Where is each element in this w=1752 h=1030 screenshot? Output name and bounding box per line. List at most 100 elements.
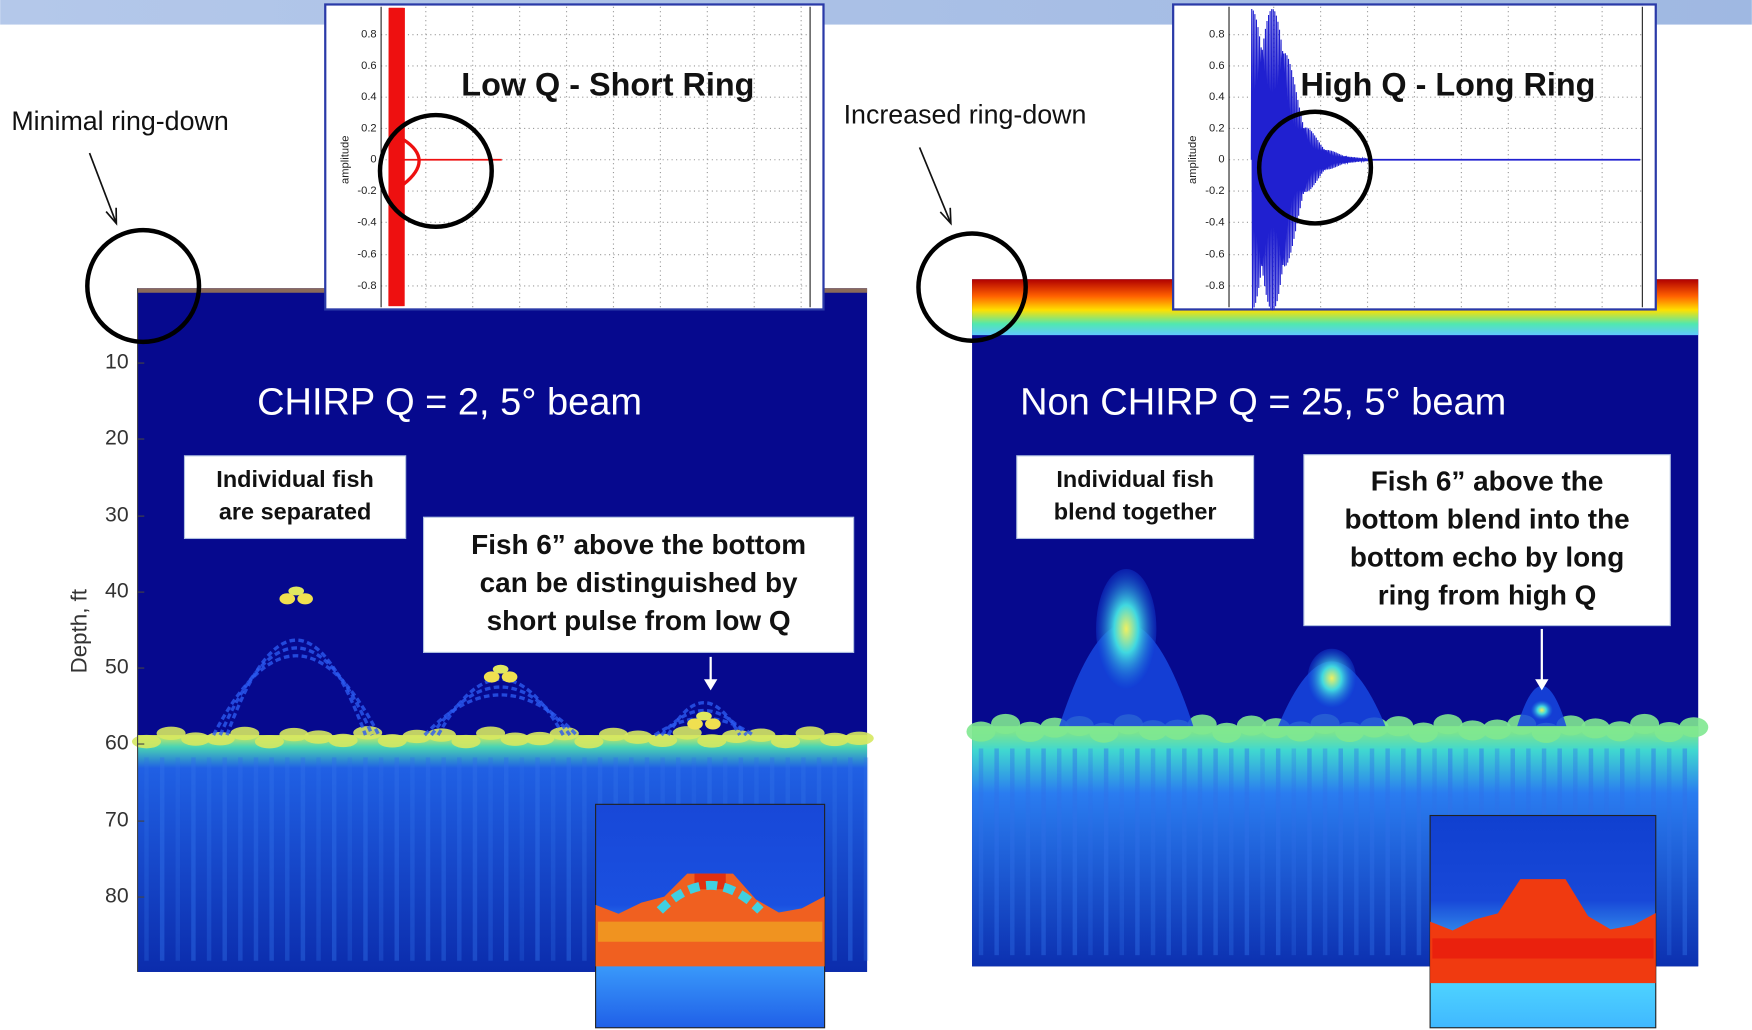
y-tick-label: 60	[105, 732, 129, 755]
noise-streak	[1182, 748, 1187, 956]
noise-streak	[1025, 748, 1031, 956]
echo-bump	[746, 728, 776, 742]
echo-bump	[1458, 720, 1488, 741]
zoom-echo	[595, 873, 825, 967]
y-tick-label: 50	[105, 656, 129, 679]
fish-arch	[212, 654, 381, 736]
noise-streak	[269, 757, 274, 961]
echo-bump	[598, 727, 628, 742]
fish-echo	[288, 586, 305, 596]
echo-bump	[991, 713, 1021, 734]
noise-streak	[1150, 748, 1156, 956]
echo-bump	[254, 734, 284, 749]
callout-text: bottom blend into the	[1344, 504, 1629, 535]
noise-streak	[1369, 748, 1375, 956]
fish-arch	[653, 716, 755, 737]
y-tick-label: 70	[105, 809, 129, 832]
noise-streak	[535, 757, 540, 961]
y-tick-label: -0.2	[1205, 185, 1224, 197]
noise-streak	[191, 757, 196, 961]
highlight-circle	[85, 227, 202, 345]
annotation-arrow	[88, 152, 118, 224]
panel-title: Non CHIRP Q = 25, 5° beam	[1020, 381, 1506, 423]
noise-streak	[457, 757, 462, 961]
noise-streak	[1244, 748, 1250, 956]
noise-streak	[1229, 748, 1234, 956]
y-axis-label: amplitude	[1187, 136, 1199, 184]
callout-box	[1016, 455, 1255, 540]
waveform-tail	[402, 138, 421, 186]
noise-streak	[863, 757, 869, 961]
echo-bump	[1187, 714, 1217, 735]
noise-streak	[1401, 748, 1406, 956]
noise-streak	[1275, 748, 1281, 956]
noise-streak	[159, 757, 165, 961]
noise-streak	[1041, 748, 1046, 956]
fish-echo	[1096, 568, 1157, 689]
noise-streak	[1103, 748, 1109, 956]
noise-streak	[1338, 748, 1343, 956]
inset-title: High Q - Long Ring	[1301, 67, 1596, 103]
noise-streak	[222, 757, 227, 961]
waveform	[1250, 8, 1369, 311]
echo-bump	[966, 721, 996, 742]
panel-title: CHIRP Q = 2, 5° beam	[257, 381, 642, 423]
y-tick-label: -0.2	[357, 185, 376, 197]
fish-arch	[225, 638, 368, 736]
noise-streak	[1010, 748, 1015, 956]
annotation: Minimal ring-down	[11, 106, 228, 136]
waveform-plot	[1172, 3, 1657, 311]
callout-box	[423, 516, 855, 653]
echo-bump	[1580, 718, 1610, 739]
noise-streak	[550, 757, 556, 961]
noise-streak	[300, 757, 306, 961]
y-axis-label: amplitude	[339, 136, 351, 184]
y-tick-label: 0.6	[361, 60, 377, 72]
noise-streak	[441, 757, 446, 961]
echo-bump	[770, 734, 801, 749]
echo-bump	[648, 733, 678, 748]
annotation-arrow	[918, 147, 952, 224]
y-tick-label: 80	[105, 885, 129, 908]
zoom-echo-core	[1432, 938, 1654, 959]
echo-bump	[1236, 715, 1266, 736]
fish-echo	[1530, 700, 1553, 720]
highlight-circle	[1256, 109, 1374, 226]
echo-bump	[1605, 721, 1635, 742]
echo-bump	[500, 732, 530, 746]
noise-streak	[410, 757, 415, 961]
pointer-head	[703, 679, 718, 691]
echo-bump	[1384, 716, 1414, 737]
echo-bump	[525, 731, 555, 746]
echo-bump	[1015, 721, 1045, 742]
echo-bump	[131, 734, 162, 749]
noise-streak	[144, 757, 149, 961]
y-tick-label: -0.8	[357, 280, 376, 292]
y-tick-label: 10	[105, 351, 129, 374]
echo-bump	[1335, 721, 1365, 743]
fish-echo	[705, 718, 721, 730]
fish-echo	[1307, 648, 1356, 708]
echo-bump	[230, 726, 260, 741]
fish-echo	[297, 593, 313, 605]
noise-streak	[582, 757, 587, 961]
noise-streak	[1682, 748, 1688, 956]
noise-streak	[978, 748, 984, 956]
callout-text: blend together	[1054, 499, 1217, 525]
noise-streak	[1666, 748, 1672, 956]
echo-bump	[1531, 722, 1561, 743]
echo-bump	[156, 726, 186, 740]
echo-bump	[795, 726, 825, 740]
echo-bump	[820, 732, 850, 747]
echo-bump	[377, 734, 407, 748]
callout-text: Individual fish	[216, 466, 374, 492]
noise-streak	[238, 757, 243, 961]
zoom-echo-core	[597, 921, 823, 942]
waveform-plot	[324, 3, 825, 311]
echo-bump	[1679, 717, 1709, 738]
noise-streak	[1213, 748, 1218, 956]
echo-bump	[205, 732, 235, 746]
highlight-circle	[916, 231, 1028, 343]
fish-echo	[483, 671, 500, 683]
